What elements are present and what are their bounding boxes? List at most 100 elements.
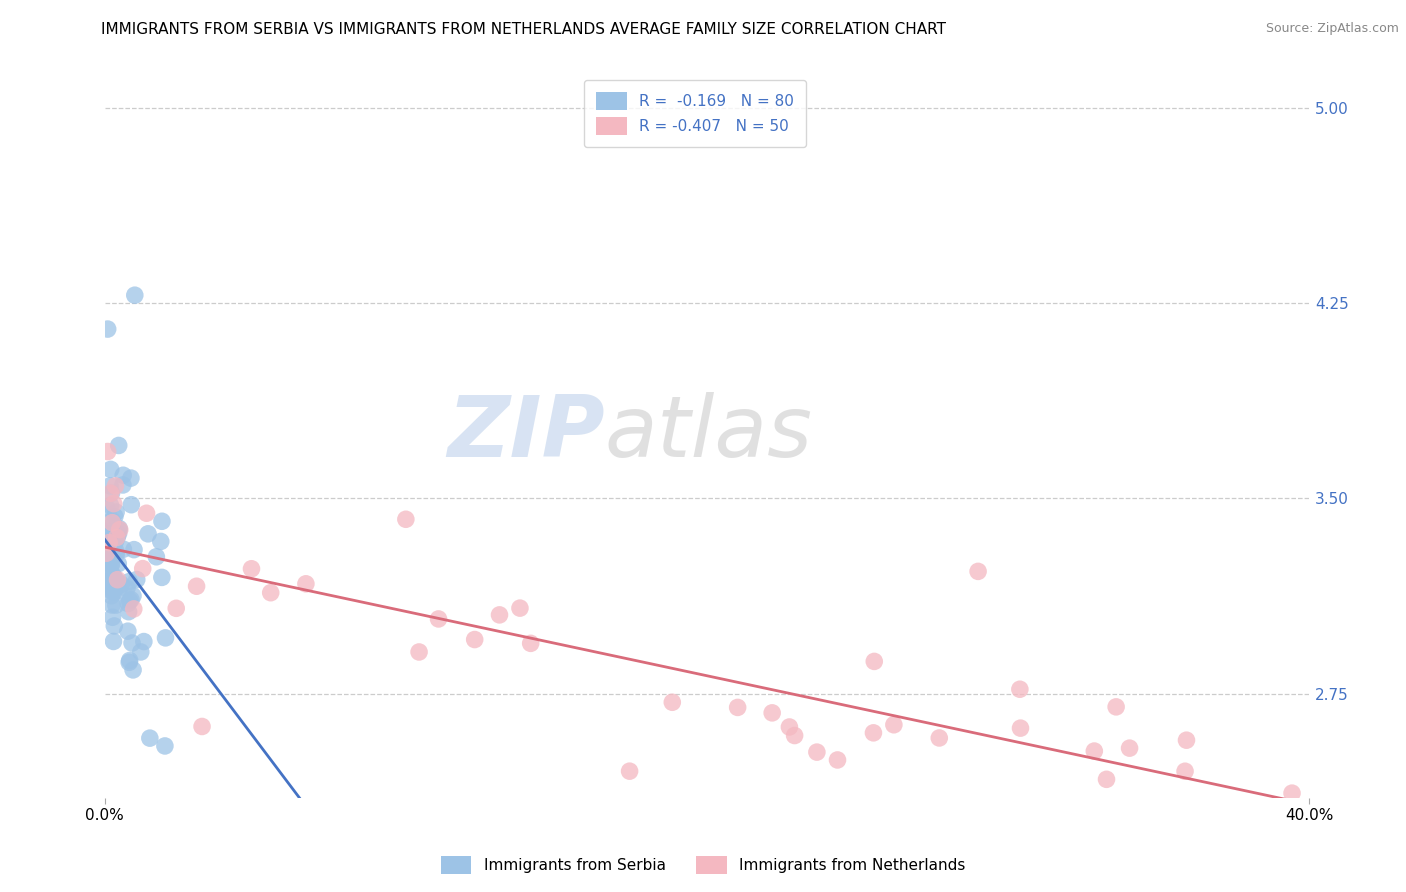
Point [118, 653, 141, 667]
Point [97, 556, 120, 570]
Point [101, 513, 124, 527]
Point [117, 597, 139, 611]
Point [153, 739, 176, 753]
Point [96, 500, 118, 515]
Point [105, 531, 128, 545]
Point [104, 479, 127, 493]
Point [107, 526, 129, 541]
Point [1010, 721, 1032, 735]
Point [97, 548, 120, 562]
Text: ZIP: ZIP [447, 392, 605, 475]
Point [122, 542, 145, 557]
Point [778, 720, 800, 734]
Point [100, 558, 122, 572]
Point [120, 592, 142, 607]
Point [98, 535, 121, 549]
Point [103, 568, 125, 582]
Point [967, 565, 990, 579]
Point [1008, 682, 1031, 697]
Point [96, 545, 118, 559]
Point [155, 631, 177, 645]
Point [103, 497, 125, 511]
Point [862, 726, 884, 740]
Point [191, 719, 214, 733]
Point [661, 695, 683, 709]
Point [104, 574, 127, 588]
Point [118, 574, 141, 589]
Point [107, 557, 129, 571]
Point [395, 512, 418, 526]
Point [120, 498, 142, 512]
Point [100, 462, 122, 476]
Point [105, 530, 128, 544]
Point [118, 656, 141, 670]
Point [105, 505, 128, 519]
Point [97, 524, 120, 538]
Point [107, 438, 129, 452]
Point [150, 570, 173, 584]
Point [863, 654, 886, 668]
Point [112, 468, 135, 483]
Point [100, 589, 122, 603]
Point [97, 582, 120, 597]
Point [100, 486, 122, 500]
Point [103, 585, 125, 599]
Point [117, 605, 139, 619]
Legend: R =  -0.169   N = 80, R = -0.407   N = 50: R = -0.169 N = 80, R = -0.407 N = 50 [583, 79, 806, 147]
Point [101, 598, 124, 612]
Point [827, 753, 849, 767]
Point [108, 523, 131, 537]
Point [619, 764, 641, 779]
Text: IMMIGRANTS FROM SERBIA VS IMMIGRANTS FROM NETHERLANDS AVERAGE FAMILY SIZE CORREL: IMMIGRANTS FROM SERBIA VS IMMIGRANTS FRO… [101, 22, 946, 37]
Point [124, 288, 146, 302]
Point [806, 745, 828, 759]
Text: atlas: atlas [605, 392, 813, 475]
Point [98, 533, 121, 547]
Point [165, 601, 187, 615]
Point [104, 544, 127, 558]
Point [1281, 786, 1303, 800]
Point [427, 612, 450, 626]
Point [408, 645, 430, 659]
Point [139, 731, 162, 746]
Point [101, 518, 124, 533]
Point [107, 573, 129, 587]
Point [103, 619, 125, 633]
Point [96, 562, 118, 576]
Point [1171, 809, 1194, 823]
Point [98, 479, 121, 493]
Point [149, 534, 172, 549]
Point [240, 562, 263, 576]
Point [107, 582, 129, 597]
Point [186, 579, 208, 593]
Point [118, 594, 141, 608]
Point [103, 634, 125, 648]
Point [108, 521, 131, 535]
Point [100, 486, 122, 500]
Point [122, 602, 145, 616]
Point [136, 526, 159, 541]
Point [104, 598, 127, 612]
Point [98, 538, 121, 552]
Point [1095, 772, 1118, 787]
Point [96, 550, 118, 565]
Point [104, 509, 127, 524]
Point [1105, 699, 1128, 714]
Point [96, 567, 118, 582]
Point [105, 573, 128, 587]
Point [1175, 733, 1198, 747]
Point [1118, 741, 1140, 756]
Point [260, 585, 283, 599]
Point [135, 506, 157, 520]
Point [117, 624, 139, 639]
Point [519, 636, 541, 650]
Point [97, 542, 120, 557]
Point [103, 529, 125, 543]
Point [295, 576, 318, 591]
Point [103, 570, 125, 584]
Point [108, 523, 131, 537]
Point [111, 478, 134, 492]
Point [97, 322, 120, 336]
Point [464, 632, 486, 647]
Point [121, 636, 143, 650]
